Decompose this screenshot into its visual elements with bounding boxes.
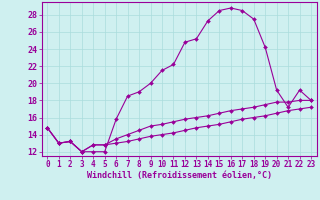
X-axis label: Windchill (Refroidissement éolien,°C): Windchill (Refroidissement éolien,°C) [87, 171, 272, 180]
